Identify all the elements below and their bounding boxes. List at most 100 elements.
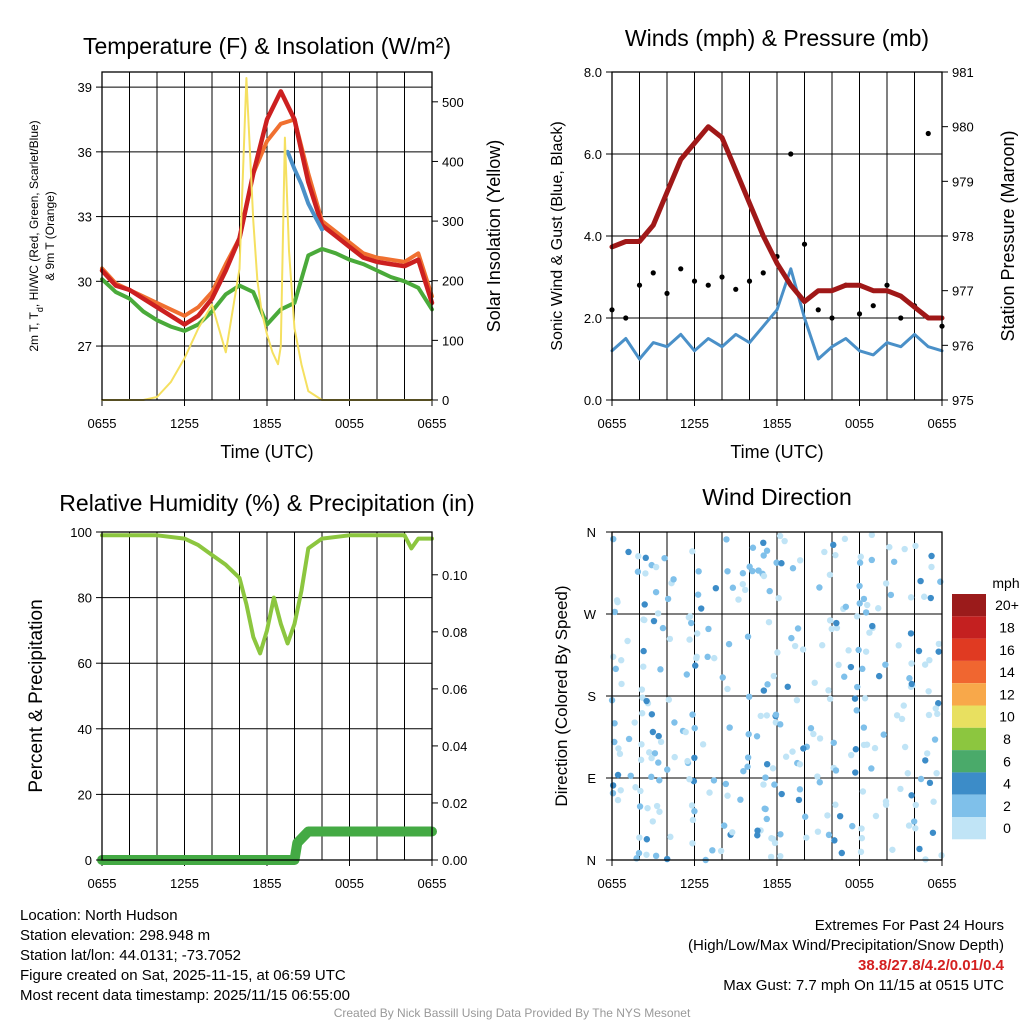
direction-point [648, 711, 656, 718]
direction-point [875, 605, 882, 612]
direction-point [934, 710, 941, 718]
direction-point [618, 680, 625, 688]
direction-point [649, 728, 657, 736]
direction-point [616, 750, 624, 758]
direction-point [640, 663, 647, 670]
direction-point [694, 630, 701, 637]
direction-point [749, 544, 757, 551]
direction-point [833, 619, 840, 627]
direction-point [811, 679, 818, 686]
legend-title: mph [992, 575, 1019, 591]
direction-point [615, 745, 622, 752]
direction-point [854, 683, 861, 691]
x-tick-label: 0655 [598, 416, 627, 431]
direction-point [928, 552, 935, 560]
extremes-title: Extremes For Past 24 Hours [814, 917, 1004, 934]
temperature-panel: 0655 1255 1855 0055 0655 27 30 33 36 39 0 100 200 300… [27, 33, 504, 462]
direction-point [773, 559, 780, 566]
y2-tick-label: 979 [952, 174, 974, 189]
legend-label: 4 [1003, 776, 1011, 792]
direction-point [859, 665, 866, 673]
direction-point [862, 609, 870, 616]
legend-label: 14 [999, 664, 1015, 680]
direction-point [649, 818, 656, 825]
direction-point [636, 803, 644, 810]
direction-point [652, 588, 660, 596]
direction-point [908, 792, 915, 799]
direction-point [816, 735, 824, 742]
direction-point [933, 769, 940, 777]
gust-point [719, 274, 725, 280]
direction-point [841, 673, 848, 680]
direction-point [684, 757, 691, 765]
direction-point [688, 802, 696, 809]
direction-point [887, 591, 895, 599]
direction-point [932, 705, 939, 712]
direction-point [683, 671, 691, 678]
direction-point [895, 642, 902, 649]
gust-point [664, 290, 670, 296]
direction-point [794, 625, 802, 632]
direction-point [611, 608, 618, 616]
direction-point [760, 539, 767, 547]
series-line-insolation [101, 77, 433, 401]
direction-point [831, 837, 838, 844]
direction-point [856, 582, 863, 590]
direction-point [611, 720, 618, 727]
direction-point [930, 798, 937, 805]
direction-point [777, 852, 784, 860]
direction-point [781, 537, 788, 545]
location-text: Location: North Hudson [20, 907, 178, 924]
x-tick-label: 0055 [845, 876, 874, 891]
direction-point [921, 661, 929, 668]
direction-point [641, 616, 648, 624]
humidity-panel: 0655 1255 1855 0055 0655 0 20 40 60 80 100 0.00 0.02… [26, 490, 475, 891]
direction-point [915, 647, 923, 655]
direction-point [768, 835, 775, 842]
direction-point [868, 556, 876, 564]
gust-point [898, 315, 904, 321]
direction-point [744, 754, 752, 761]
y-axis-label: Direction (Colored By Speed) [552, 585, 571, 806]
direction-point [666, 635, 674, 643]
direction-point [912, 542, 919, 550]
y2-tick-label: 400 [442, 154, 464, 169]
direction-point [691, 807, 698, 815]
x-tick-label: 0055 [335, 416, 364, 431]
direction-point [929, 829, 937, 836]
direction-point [625, 548, 632, 556]
direction-point [861, 695, 869, 702]
gust-point [650, 270, 656, 276]
direction-point [610, 535, 617, 543]
direction-point [908, 680, 915, 688]
gust-point [884, 282, 890, 288]
legend-swatch [952, 616, 986, 639]
direction-point [767, 853, 775, 861]
x-tick-label: 1855 [253, 876, 282, 891]
direction-point [735, 596, 742, 603]
direction-point [826, 617, 834, 624]
legend-swatch [952, 660, 986, 684]
direction-point [905, 822, 913, 829]
y2-tick-label: 0.02 [442, 796, 467, 811]
x-tick-label: 0655 [928, 876, 957, 891]
y-tick-label: 6.0 [584, 147, 602, 162]
gust-point [829, 315, 835, 321]
direction-point [740, 767, 747, 775]
y-tick-label: N [587, 525, 596, 540]
direction-point [826, 571, 834, 578]
gust-point [678, 266, 684, 272]
direction-point [624, 637, 631, 645]
legend-swatch [952, 594, 986, 617]
direction-point [749, 567, 756, 575]
direction-point [610, 653, 617, 660]
x-tick-label: 1855 [763, 416, 792, 431]
direction-point [655, 759, 662, 766]
direction-point [778, 790, 785, 798]
direction-point [652, 852, 660, 860]
direction-point [724, 685, 731, 693]
direction-point [635, 849, 643, 857]
extremes-subtitle: (High/Low/Max Wind/Precipitation/Snow De… [688, 937, 1004, 954]
direction-point [694, 591, 702, 598]
direction-point [866, 629, 873, 636]
